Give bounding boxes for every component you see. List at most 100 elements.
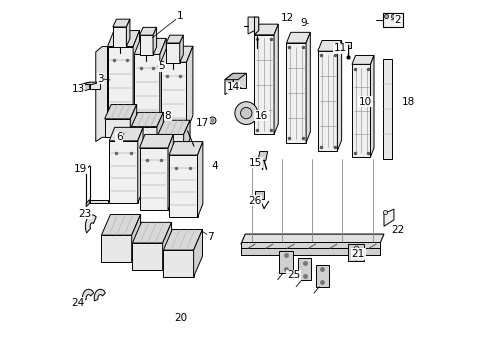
- Text: 13: 13: [71, 84, 84, 94]
- Polygon shape: [224, 73, 246, 80]
- Polygon shape: [163, 229, 202, 250]
- Polygon shape: [139, 148, 168, 210]
- Text: 11: 11: [333, 43, 346, 53]
- Polygon shape: [163, 250, 193, 277]
- Text: 8: 8: [164, 111, 171, 121]
- Polygon shape: [233, 73, 246, 88]
- Polygon shape: [255, 192, 264, 198]
- Bar: [383, 59, 391, 159]
- Polygon shape: [317, 41, 341, 51]
- Polygon shape: [101, 235, 131, 262]
- Polygon shape: [133, 31, 139, 116]
- Polygon shape: [169, 141, 203, 155]
- Polygon shape: [279, 251, 292, 273]
- Text: 4: 4: [210, 162, 217, 171]
- Text: 14: 14: [226, 82, 239, 93]
- Polygon shape: [160, 39, 166, 124]
- Text: 17: 17: [196, 118, 209, 128]
- Text: 19: 19: [74, 163, 87, 174]
- Bar: [382, 13, 403, 27]
- Text: 25: 25: [286, 270, 300, 280]
- Bar: [241, 248, 379, 255]
- Polygon shape: [104, 104, 137, 119]
- Text: 9: 9: [299, 18, 306, 28]
- Text: 23: 23: [78, 209, 91, 219]
- Polygon shape: [158, 120, 190, 134]
- Text: 2: 2: [393, 15, 400, 25]
- Polygon shape: [104, 119, 130, 137]
- Polygon shape: [139, 35, 153, 55]
- Polygon shape: [132, 222, 171, 243]
- Polygon shape: [166, 43, 180, 63]
- Polygon shape: [197, 141, 203, 217]
- Polygon shape: [254, 17, 258, 35]
- Text: 10: 10: [358, 97, 371, 107]
- Polygon shape: [139, 27, 156, 35]
- Polygon shape: [107, 31, 139, 46]
- Bar: [351, 64, 370, 157]
- Text: 3: 3: [97, 73, 103, 84]
- Polygon shape: [163, 222, 171, 270]
- Polygon shape: [183, 120, 190, 153]
- Polygon shape: [351, 55, 373, 64]
- Polygon shape: [138, 127, 143, 203]
- Polygon shape: [286, 32, 310, 43]
- Polygon shape: [383, 209, 393, 226]
- Text: 6: 6: [116, 132, 122, 142]
- Bar: [286, 43, 305, 143]
- Polygon shape: [168, 134, 173, 210]
- Polygon shape: [254, 24, 278, 35]
- Polygon shape: [94, 289, 105, 301]
- Polygon shape: [89, 82, 100, 89]
- Text: 12: 12: [281, 13, 294, 23]
- Bar: [317, 51, 337, 151]
- Text: 18: 18: [402, 97, 415, 107]
- Polygon shape: [132, 243, 163, 270]
- Polygon shape: [297, 258, 311, 280]
- Text: 1: 1: [176, 11, 183, 21]
- Polygon shape: [273, 24, 278, 134]
- Polygon shape: [315, 265, 328, 287]
- Polygon shape: [180, 35, 183, 63]
- Polygon shape: [134, 54, 160, 124]
- Bar: [241, 242, 379, 248]
- Polygon shape: [305, 32, 310, 143]
- Polygon shape: [107, 46, 133, 116]
- Polygon shape: [89, 199, 107, 203]
- Polygon shape: [134, 39, 166, 54]
- Text: 26: 26: [247, 195, 261, 206]
- Polygon shape: [157, 112, 163, 145]
- Polygon shape: [82, 289, 94, 301]
- Polygon shape: [131, 127, 157, 145]
- Polygon shape: [96, 46, 107, 141]
- Polygon shape: [337, 41, 341, 151]
- Polygon shape: [130, 104, 137, 137]
- Polygon shape: [161, 62, 186, 132]
- Bar: [254, 35, 273, 134]
- Polygon shape: [370, 55, 373, 157]
- Polygon shape: [153, 27, 156, 55]
- Polygon shape: [241, 234, 383, 244]
- Text: 5: 5: [158, 61, 165, 71]
- Polygon shape: [166, 35, 183, 43]
- Polygon shape: [169, 155, 197, 217]
- Polygon shape: [186, 46, 192, 132]
- Text: 15: 15: [249, 158, 262, 168]
- Polygon shape: [101, 215, 141, 235]
- Polygon shape: [86, 199, 89, 207]
- Polygon shape: [81, 82, 100, 85]
- Polygon shape: [81, 82, 89, 92]
- Polygon shape: [126, 19, 130, 46]
- Text: 20: 20: [174, 313, 186, 323]
- Circle shape: [234, 102, 257, 125]
- Polygon shape: [109, 141, 138, 203]
- Text: 16: 16: [254, 111, 267, 121]
- Polygon shape: [131, 112, 163, 127]
- Text: 24: 24: [71, 298, 84, 308]
- Text: 7: 7: [207, 232, 214, 242]
- Polygon shape: [347, 244, 363, 261]
- Text: 22: 22: [390, 225, 403, 235]
- Polygon shape: [161, 46, 192, 62]
- Polygon shape: [113, 27, 126, 46]
- Polygon shape: [193, 229, 202, 277]
